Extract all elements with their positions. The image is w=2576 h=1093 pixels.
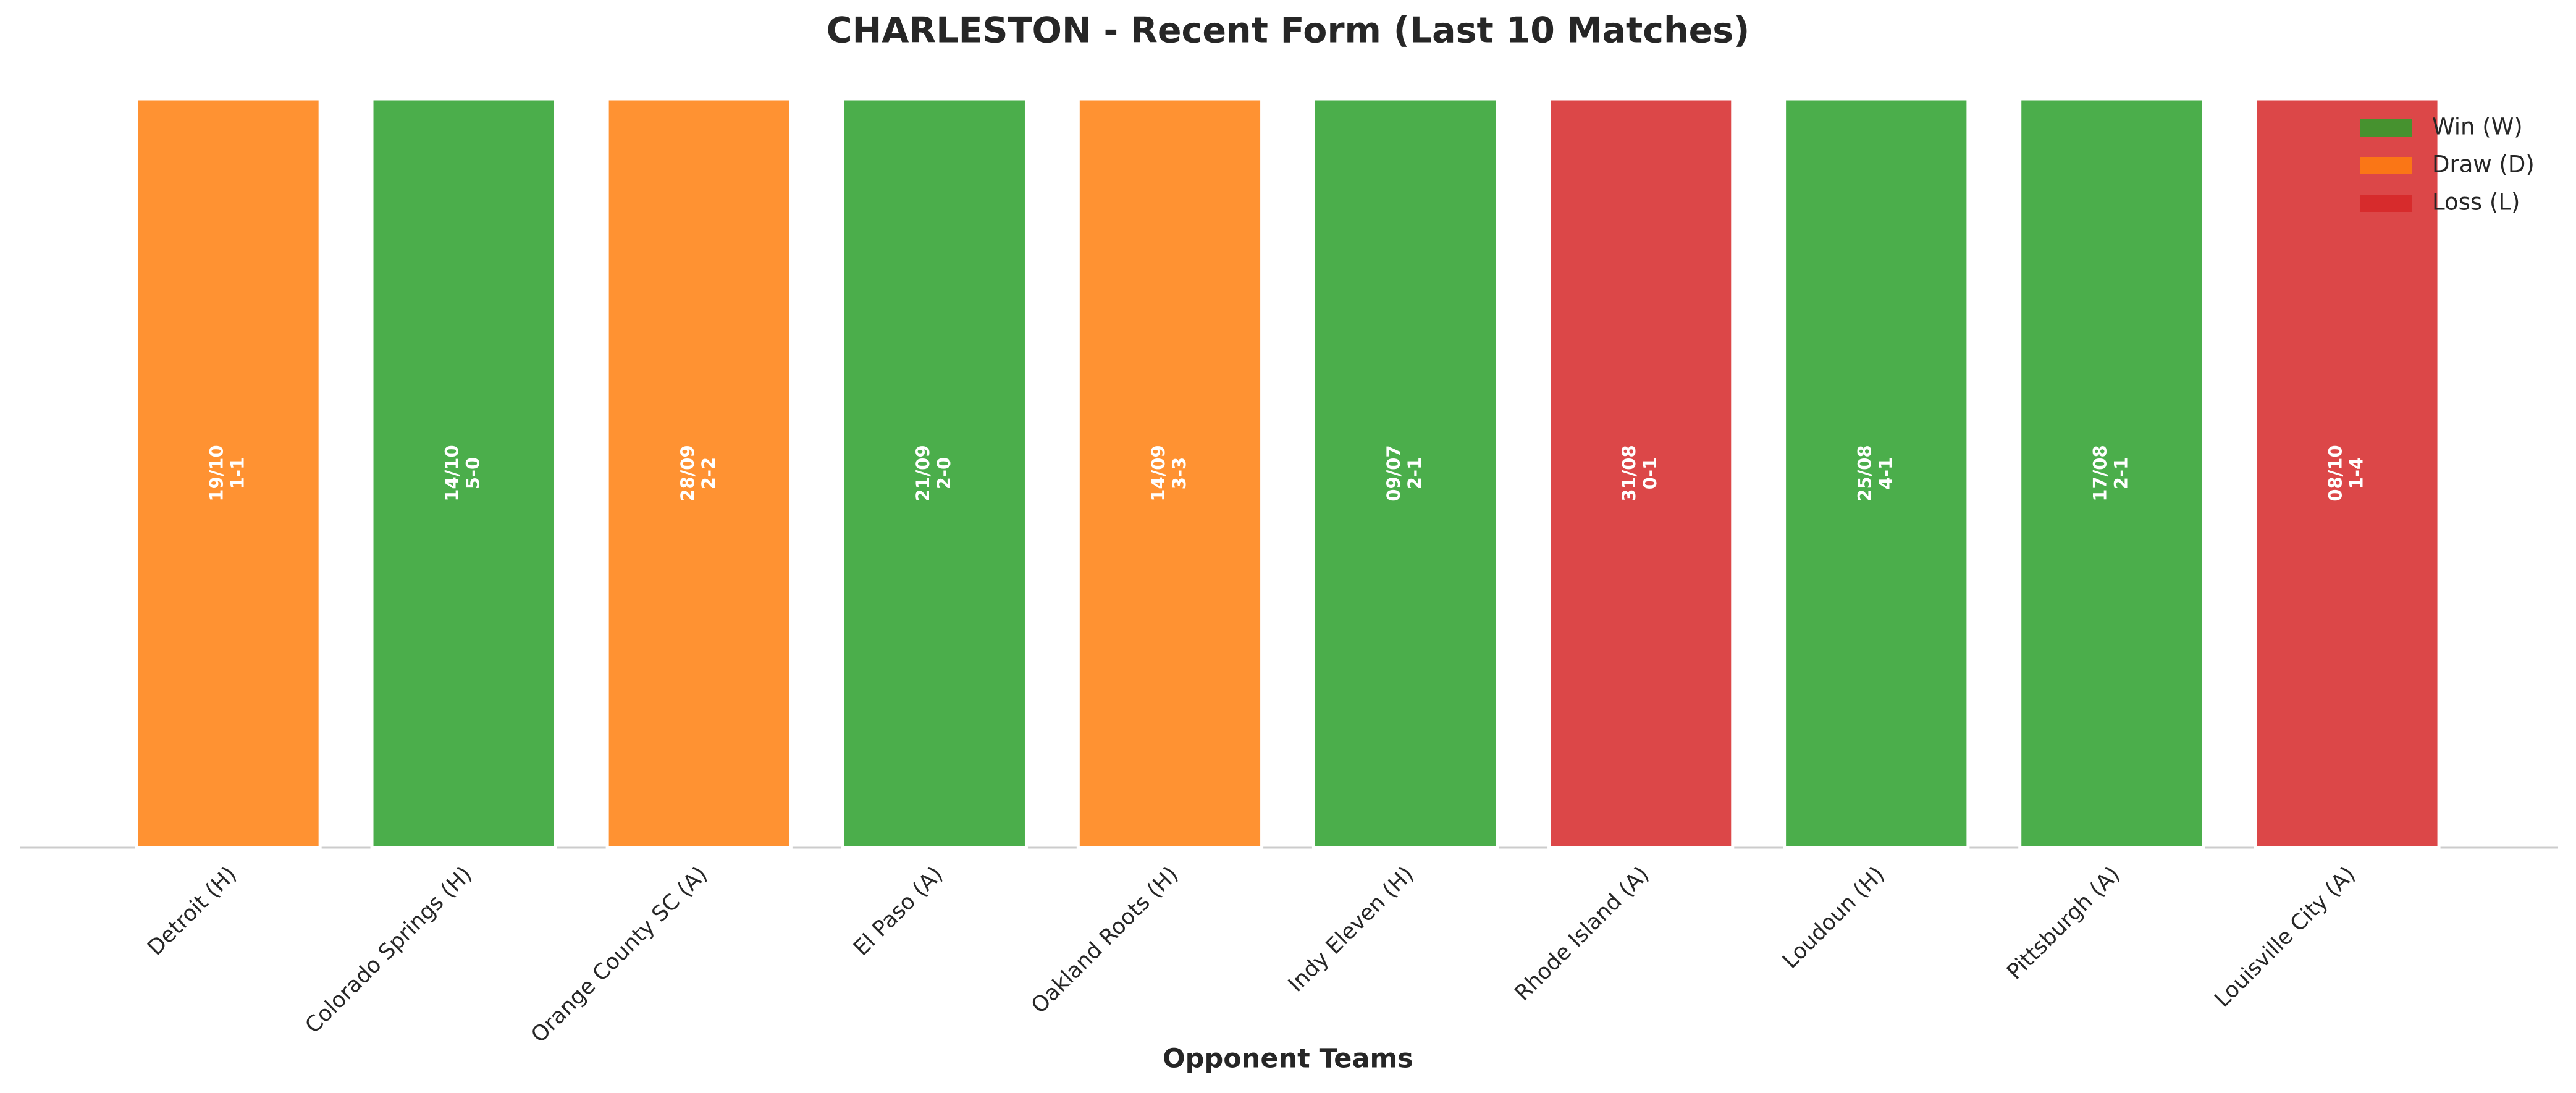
bar-date-label: 25/08 (1854, 445, 1875, 501)
bar-date-label: 21/09 (912, 445, 933, 501)
bar-date-label: 31/08 (1618, 445, 1639, 501)
bar-date-label: 17/08 (2089, 445, 2110, 501)
bar-date-label: 14/10 (442, 445, 463, 501)
bar-date-label: 14/09 (1148, 445, 1169, 501)
bar-score-label: 1-4 (2346, 457, 2367, 489)
bar-score-label: 1-1 (227, 457, 248, 489)
bar-score-label: 3-3 (1169, 457, 1190, 489)
bar (1547, 97, 1735, 850)
legend-swatch (2360, 157, 2412, 174)
bar (2254, 97, 2441, 850)
bar (841, 97, 1028, 850)
bar-score-label: 2-1 (2110, 457, 2131, 489)
bar (605, 97, 793, 850)
bar-score-label: 4-1 (1875, 457, 1896, 489)
bar-date-label: 19/10 (206, 445, 227, 501)
bar (135, 97, 322, 850)
bar-score-label: 2-0 (933, 457, 954, 489)
bar-date-label: 28/09 (677, 445, 698, 501)
bar (1311, 97, 1499, 850)
bar-score-label: 0-1 (1639, 457, 1661, 489)
legend-swatch (2360, 119, 2412, 137)
legend-label: Loss (L) (2432, 189, 2520, 216)
bar-score-label: 5-0 (463, 457, 484, 489)
bar-score-label: 2-1 (1404, 457, 1425, 489)
bar (2018, 97, 2205, 850)
legend-swatch (2360, 195, 2412, 212)
legend-label: Draw (D) (2432, 151, 2535, 178)
bar (1783, 97, 1970, 850)
bar (1076, 97, 1264, 850)
legend-label: Win (W) (2432, 114, 2523, 140)
x-axis-label: Opponent Teams (1163, 1044, 1413, 1074)
bar-date-label: 08/10 (2325, 445, 2346, 501)
bar-score-label: 2-2 (698, 457, 719, 489)
bar (370, 97, 557, 850)
bar-date-label: 09/07 (1383, 445, 1404, 501)
chart-title: CHARLESTON - Recent Form (Last 10 Matche… (827, 11, 1750, 51)
